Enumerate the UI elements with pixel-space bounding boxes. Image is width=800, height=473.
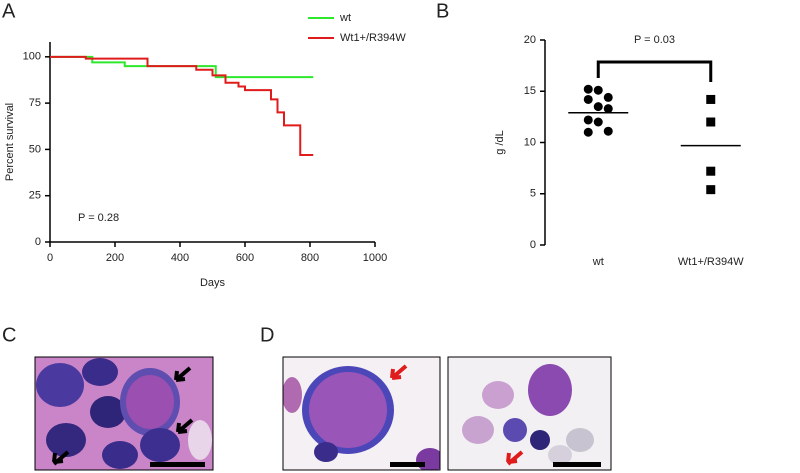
y-tick-label: 100 [23, 51, 41, 63]
x-tick-label: 200 [106, 252, 124, 264]
data-point [583, 115, 593, 125]
y-tick-label: 25 [29, 190, 41, 202]
data-point [603, 92, 613, 102]
y-tick-label: 75 [29, 97, 41, 109]
x-tick-label: 1000 [363, 252, 387, 264]
panel-label: A [2, 0, 16, 22]
survival-line [50, 55, 314, 156]
data-point [583, 94, 593, 104]
x-tick-label: 0 [47, 252, 53, 264]
annotation: P = 0.28 [78, 212, 119, 224]
y-axis-label: Percent survival [4, 103, 16, 181]
micrograph [35, 357, 213, 470]
y-tick-label: 15 [524, 85, 536, 97]
data-point [583, 84, 593, 94]
data-point [593, 117, 603, 127]
panel-label: D [260, 324, 274, 346]
data-point [706, 117, 716, 127]
micrograph [283, 357, 440, 470]
panel-label: C [2, 324, 16, 346]
data-point [706, 185, 716, 195]
data-point [706, 94, 716, 104]
x-tick-label: 600 [236, 252, 254, 264]
frame [34, 356, 214, 471]
significance-bracket [596, 60, 713, 82]
y-tick-label: 0 [530, 239, 536, 251]
data-point [583, 127, 593, 137]
x-tick-label: 400 [171, 252, 189, 264]
micrograph [448, 357, 611, 470]
panel-label: B [436, 0, 449, 22]
x-tick-label: Wt1+/R394W [678, 256, 744, 268]
data-point [603, 104, 613, 114]
annotation: P = 0.03 [634, 34, 675, 46]
legend-label: Wt1+/R394W [340, 32, 406, 44]
frame [282, 356, 441, 471]
y-tick-label: 20 [524, 34, 536, 46]
y-tick-label: 10 [524, 136, 536, 148]
y-tick-label: 0 [35, 236, 41, 248]
y-tick-label: 5 [530, 188, 536, 200]
y-axis-label: g /dL [494, 130, 506, 154]
legend-label: wt [339, 12, 351, 24]
y-tick-label: 50 [29, 143, 41, 155]
data-point [706, 166, 716, 176]
x-axis-label: Days [200, 277, 226, 289]
data-point [603, 126, 613, 136]
data-point [593, 102, 603, 112]
data-point [593, 85, 603, 95]
x-tick-label: wt [592, 256, 604, 268]
x-tick-label: 800 [301, 252, 319, 264]
frame [447, 356, 612, 471]
